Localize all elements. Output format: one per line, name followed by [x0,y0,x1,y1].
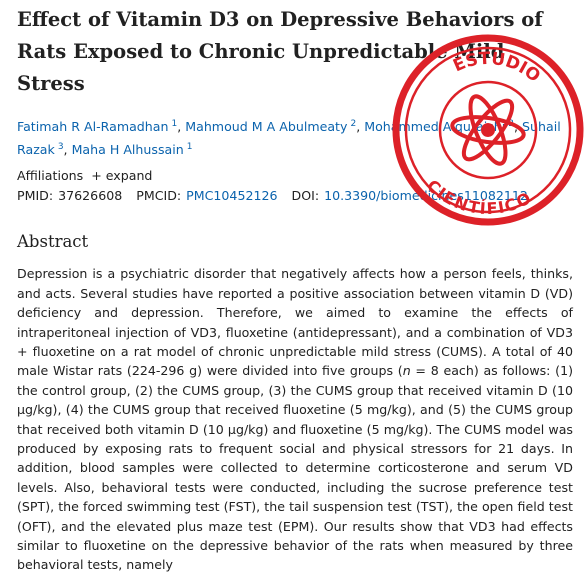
article-header: Effect of Vitamin D3 on Depressive Behav… [17,0,573,575]
abstract-part: = 8 each) as follows: (1) the control gr… [17,363,573,573]
abstract-italic: n [402,363,411,379]
pmcid-label: PMCID: [136,188,182,204]
pmid: 37626608 [58,188,123,204]
author: Mahmoud M A Abulmeaty 2 [185,119,364,134]
affiliations: Affiliations + expand [17,166,573,186]
affiliations-label: Affiliations [17,168,84,184]
author: Mohammed Alquraishi 2 [364,119,522,134]
pmid-label: PMID: [17,188,54,204]
expand-toggle[interactable]: + expand [91,168,153,184]
author-affiliation-number[interactable]: 1 [186,142,193,153]
author: Fatimah R Al-Ramadhan 1 [17,119,185,134]
abstract-part: Depression is a psychiatric disorder tha… [17,266,573,379]
author: Maha H Alhussain 1 [72,142,193,157]
author-affiliation-number[interactable]: 2 [508,119,515,129]
author-affiliation-number[interactable]: 1 [171,119,178,129]
doi-link[interactable]: 10.3390/biomedicines11082112 [324,188,528,204]
author-name[interactable]: Mohammed Alquraishi [364,119,506,135]
page: {"title": "Effect of Vitamin D3 on Depre… [17,8,584,573]
identifiers: PMID: 37626608 PMCID: PMC10452126 DOI: 10.339… [17,186,573,206]
article-title: Effect of Vitamin D3 on Depressive Behav… [17,8,543,95]
pmcid-link[interactable]: PMC10452126 [186,188,278,204]
author-name[interactable]: Fatimah R Al-Ramadhan [17,119,169,135]
author-affiliation-number[interactable]: 2 [350,119,357,129]
doi-label: DOI: [291,188,320,204]
page-body: Effect of Vitamin D3 on Depressive Behav… [17,8,584,573]
abstract-text: Depression is a psychiatric disorder tha… [17,264,573,575]
abstract-heading: Abstract [17,232,89,252]
author-name[interactable]: Mahmoud M A Abulmeaty [185,119,348,135]
author-affiliation-number[interactable]: 3 [57,142,64,153]
author-name[interactable]: Maha H Alhussain [71,142,184,158]
